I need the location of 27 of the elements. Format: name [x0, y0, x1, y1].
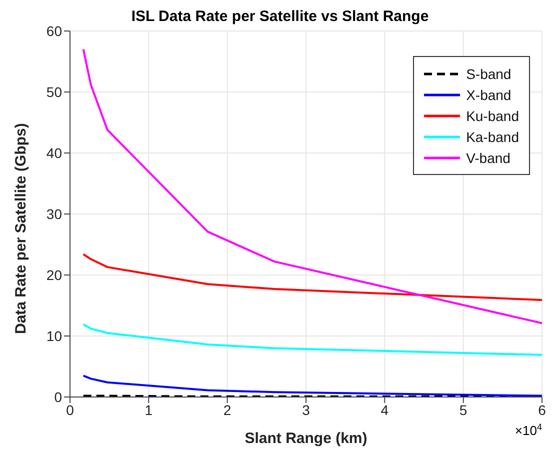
x-tick-label: 1	[144, 402, 153, 418]
y-tick-label: 10	[46, 328, 62, 344]
line-series	[82, 374, 542, 397]
x-tick-label: 5	[459, 402, 468, 418]
line-series	[82, 323, 542, 356]
y-tick-label: 0	[54, 388, 62, 405]
legend-label: S-band	[466, 66, 512, 82]
legend-label: V-band	[466, 150, 510, 166]
chart-title: ISL Data Rate per Satellite vs Slant Range	[131, 8, 429, 25]
y-tick-label: 50	[46, 84, 62, 100]
y-tick-label: 20	[46, 266, 62, 283]
legend-label: X-band	[466, 86, 512, 102]
y-tick-label: 60	[46, 22, 62, 39]
y-tick-label: 30	[46, 206, 62, 222]
x-tick-label: 6	[538, 402, 546, 418]
legend-label: Ka-band	[466, 128, 519, 144]
text: ×10$^{4}$	[514, 422, 542, 438]
legend-label: Ku-band	[466, 108, 519, 124]
line-series	[82, 48, 542, 324]
y-axis-title: Data Rate per Satellite (Gbps)	[12, 123, 30, 334]
x-tick-label: 4	[380, 402, 389, 418]
x-tick-label: 3	[302, 402, 310, 418]
x-axis-title: Slant Range (km)	[244, 430, 368, 447]
y-tick-label: 40	[46, 144, 62, 161]
x-tick-label: 2	[223, 402, 232, 418]
line-series	[82, 253, 542, 302]
x-tick-label: 0	[66, 402, 74, 418]
